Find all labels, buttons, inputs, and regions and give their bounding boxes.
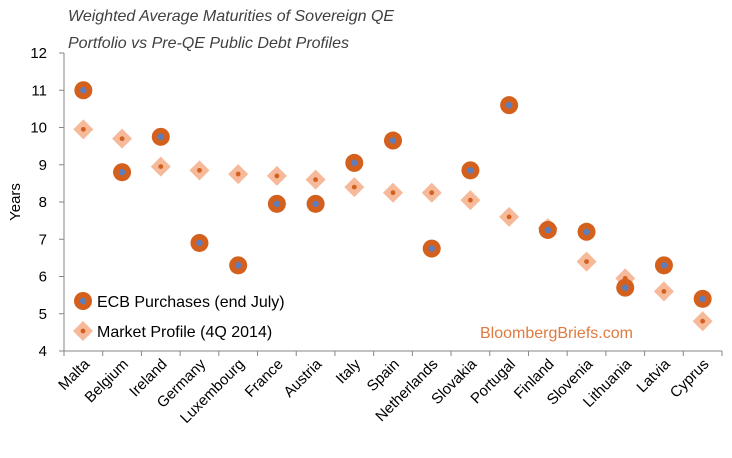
- market-profile-point: [305, 169, 326, 190]
- legend-item-ecb-purchases: ECB Purchases (end July): [74, 292, 285, 311]
- ecb-purchases-point: [74, 81, 93, 100]
- y-axis-title: Years: [7, 183, 24, 221]
- market-profile-point: [266, 165, 287, 186]
- x-category-label: Austria: [280, 355, 325, 400]
- ecb-purchases-point: [577, 222, 596, 241]
- legend-circle-marker: [74, 292, 92, 310]
- ecb-purchases-point: [267, 194, 286, 213]
- market-profile-point: [344, 177, 365, 198]
- ecb-purchases-point: [461, 161, 480, 180]
- y-axis-ticks: 4 5 6 7 8 9 10 11 12: [30, 45, 64, 360]
- market-profile-point: [383, 182, 403, 203]
- ecb-purchases-point: [654, 256, 673, 275]
- ecb-purchases-point: [306, 194, 325, 213]
- ecb-purchases-point: [384, 131, 402, 150]
- market-profile-point: [189, 160, 210, 181]
- legend: ECB Purchases (end July) Market Profile (…: [73, 292, 285, 341]
- x-category-label: France: [242, 356, 287, 401]
- y-tick-label: 11: [31, 82, 47, 99]
- y-tick-label: 5: [39, 306, 47, 323]
- market-profile-point: [421, 182, 442, 203]
- ecb-purchases-point: [616, 278, 635, 297]
- y-tick-label: 4: [39, 343, 47, 360]
- y-tick-label: 8: [39, 194, 47, 211]
- market-profile-point: [112, 128, 133, 149]
- legend-item-market-profile: Market Profile (4Q 2014): [73, 321, 272, 341]
- x-category-label: Cyprus: [667, 356, 713, 402]
- y-tick-label: 10: [30, 120, 47, 137]
- ecb-purchases-point: [422, 239, 441, 258]
- y-tick-label: 12: [30, 45, 47, 62]
- legend-label: Market Profile (4Q 2014): [97, 324, 272, 341]
- y-tick-label: 9: [39, 157, 47, 174]
- market-profile-point: [499, 206, 520, 227]
- y-tick-label: 6: [39, 269, 47, 286]
- ecb-purchases-point: [500, 96, 519, 115]
- x-category-label: Italy: [333, 355, 365, 387]
- market-profile-point: [150, 156, 171, 177]
- data-points: [73, 81, 713, 332]
- chart-title: Weighted Average Maturities of Sovereign…: [68, 8, 394, 52]
- y-tick-label: 7: [39, 231, 47, 248]
- chart-title-line-2: Portfolio vs Pre-QE Public Debt Profiles: [68, 35, 349, 52]
- x-category-label: Belgium: [82, 356, 132, 406]
- ecb-purchases-point: [113, 163, 132, 182]
- ecb-purchases-point: [190, 233, 209, 252]
- legend-diamond-marker: [73, 321, 93, 341]
- market-profile-point: [228, 164, 249, 185]
- ecb-purchases-point: [151, 127, 170, 146]
- market-profile-point: [692, 311, 713, 332]
- chart-title-line-1: Weighted Average Maturities of Sovereign…: [68, 8, 394, 25]
- x-axis-category-labels: MaltaBelgiumIrelandGermanyLuxembourgFran…: [55, 351, 723, 427]
- ecb-purchases-point: [229, 256, 248, 275]
- market-profile-point: [576, 251, 597, 272]
- ecb-purchases-point: [538, 220, 557, 239]
- market-profile-point: [653, 281, 674, 302]
- ecb-purchases-point: [345, 153, 364, 172]
- source-label: BloombergBriefs.com: [480, 325, 633, 342]
- market-profile-point: [460, 190, 481, 211]
- legend-label: ECB Purchases (end July): [97, 294, 285, 311]
- market-profile-point: [73, 119, 94, 140]
- ecb-purchases-point: [693, 289, 712, 308]
